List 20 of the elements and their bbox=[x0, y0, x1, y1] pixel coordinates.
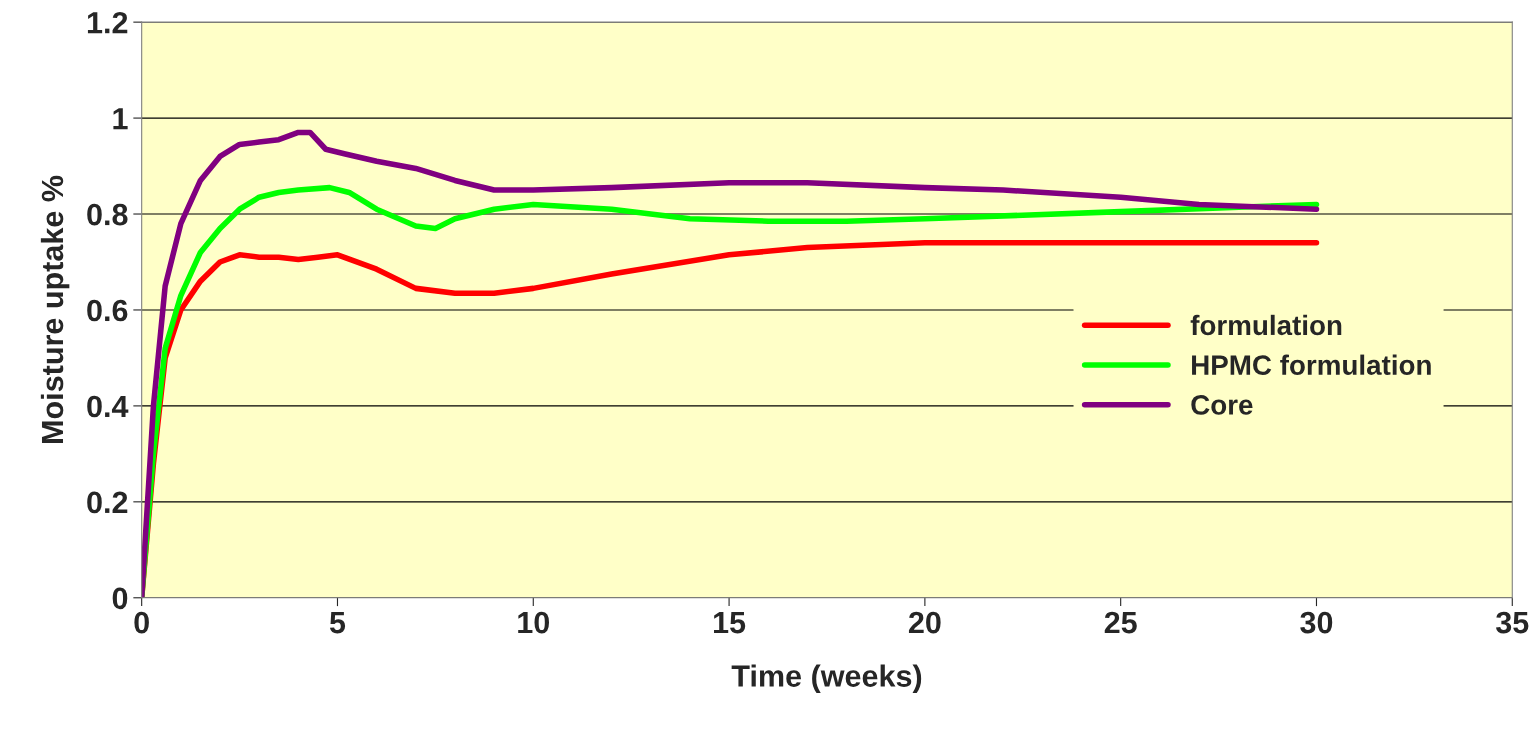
x-tick-label: 15 bbox=[714, 612, 746, 634]
x-tick-label: 35 bbox=[1495, 611, 1529, 634]
x-tick-label: 5 bbox=[329, 612, 346, 634]
y-tick-label: 1.2 bbox=[87, 11, 128, 34]
y-tick-label: 0.2 bbox=[87, 491, 128, 514]
legend-label: HPMC formulation bbox=[1192, 354, 1431, 375]
x-tick-label: 30 bbox=[1300, 611, 1333, 634]
y-tick-label: 1 bbox=[113, 108, 128, 130]
legend-label: formulation bbox=[1190, 314, 1342, 336]
x-axis-title: Time (weeks) bbox=[731, 664, 922, 693]
y-tick-label: 0.6 bbox=[87, 299, 128, 322]
y-tick-label: 0.8 bbox=[87, 203, 128, 226]
x-tick-label: 10 bbox=[518, 611, 550, 634]
x-tick-label: 0 bbox=[134, 611, 149, 634]
x-tick-label: 20 bbox=[908, 611, 941, 634]
y-tick-label: 0 bbox=[112, 587, 128, 610]
y-axis-title: Moisture uptake % bbox=[40, 175, 70, 443]
y-tick-label: 0.4 bbox=[87, 395, 129, 418]
legend-label: Core bbox=[1191, 395, 1253, 415]
x-tick-label: 25 bbox=[1104, 611, 1137, 634]
